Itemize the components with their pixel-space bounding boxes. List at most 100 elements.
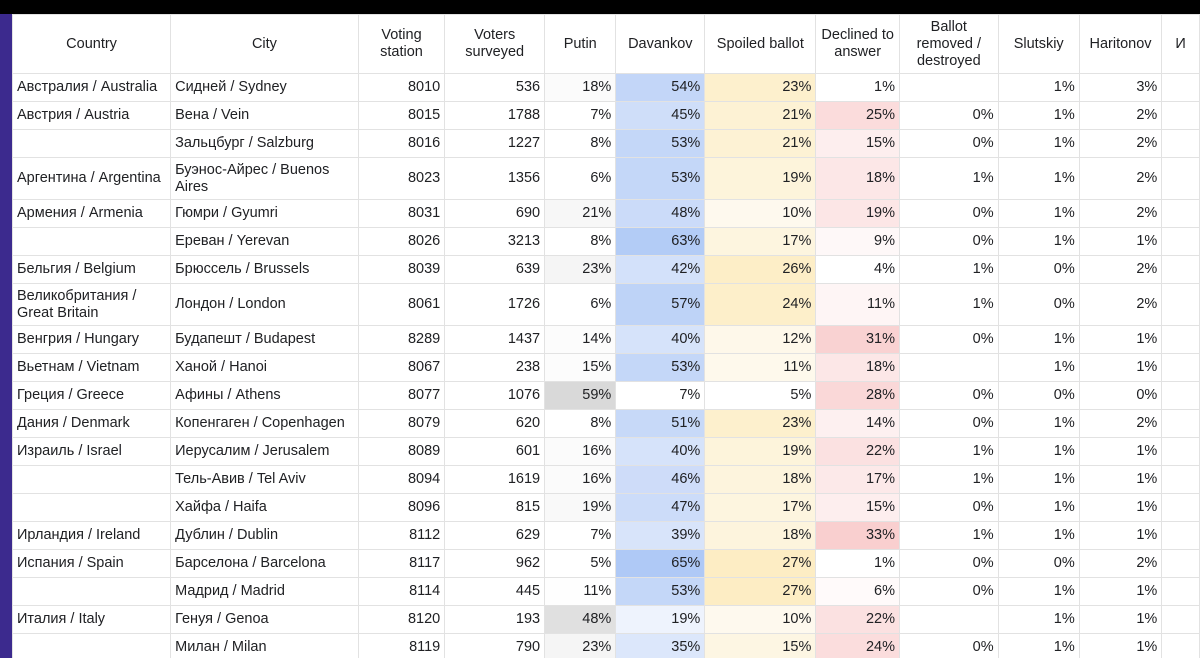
davankov-cell[interactable]: 19%: [615, 605, 706, 634]
surveyed-cell[interactable]: 1437: [444, 325, 546, 354]
haritonov-cell[interactable]: 2%: [1078, 255, 1163, 284]
declined-cell[interactable]: 4%: [815, 255, 900, 284]
slutskiy-cell[interactable]: 1%: [997, 353, 1080, 382]
city-cell[interactable]: Буэнос-Айрес / Buenos Aires: [170, 157, 359, 200]
country-cell[interactable]: Аргентина / Argentina: [12, 157, 172, 200]
davankov-cell[interactable]: 39%: [615, 521, 706, 550]
removed-cell[interactable]: 0%: [899, 633, 999, 658]
next-column-cell[interactable]: [1161, 101, 1200, 130]
next-column-cell[interactable]: [1161, 129, 1200, 158]
removed-cell[interactable]: 0%: [899, 325, 999, 354]
next-column-cell[interactable]: [1161, 549, 1200, 578]
declined-cell[interactable]: 25%: [815, 101, 900, 130]
slutskiy-cell[interactable]: 1%: [997, 199, 1080, 228]
station-cell[interactable]: 8114: [357, 577, 446, 606]
slutskiy-cell[interactable]: 1%: [997, 465, 1080, 494]
surveyed-cell[interactable]: 238: [444, 353, 546, 382]
header-voters-surveyed[interactable]: Voters surveyed: [444, 14, 546, 74]
removed-cell[interactable]: 0%: [899, 129, 999, 158]
haritonov-cell[interactable]: 1%: [1078, 633, 1163, 658]
slutskiy-cell[interactable]: 0%: [997, 549, 1080, 578]
spoiled-cell[interactable]: 11%: [704, 353, 817, 382]
haritonov-cell[interactable]: 1%: [1078, 465, 1163, 494]
removed-cell[interactable]: 1%: [899, 437, 999, 466]
station-cell[interactable]: 8119: [357, 633, 446, 658]
removed-cell[interactable]: 0%: [899, 577, 999, 606]
country-cell[interactable]: [12, 465, 172, 494]
city-cell[interactable]: Милан / Milan: [170, 633, 359, 658]
country-cell[interactable]: Ирландия / Ireland: [12, 521, 172, 550]
slutskiy-cell[interactable]: 1%: [997, 157, 1080, 200]
surveyed-cell[interactable]: 815: [444, 493, 546, 522]
davankov-cell[interactable]: 53%: [615, 577, 706, 606]
removed-cell[interactable]: 1%: [899, 255, 999, 284]
country-cell[interactable]: Бельгия / Belgium: [12, 255, 172, 284]
station-cell[interactable]: 8067: [357, 353, 446, 382]
station-cell[interactable]: 8094: [357, 465, 446, 494]
haritonov-cell[interactable]: 1%: [1078, 577, 1163, 606]
slutskiy-cell[interactable]: 1%: [997, 633, 1080, 658]
station-cell[interactable]: 8031: [357, 199, 446, 228]
declined-cell[interactable]: 14%: [815, 409, 900, 438]
removed-cell[interactable]: 0%: [899, 381, 999, 410]
putin-cell[interactable]: 59%: [544, 381, 617, 410]
country-cell[interactable]: Испания / Spain: [12, 549, 172, 578]
davankov-cell[interactable]: 40%: [615, 325, 706, 354]
spoiled-cell[interactable]: 18%: [704, 521, 817, 550]
city-cell[interactable]: Генуя / Genoa: [170, 605, 359, 634]
city-cell[interactable]: Сидней / Sydney: [170, 73, 359, 102]
haritonov-cell[interactable]: 2%: [1078, 283, 1163, 326]
spoiled-cell[interactable]: 23%: [704, 73, 817, 102]
city-cell[interactable]: Хайфа / Haifa: [170, 493, 359, 522]
surveyed-cell[interactable]: 536: [444, 73, 546, 102]
surveyed-cell[interactable]: 1076: [444, 381, 546, 410]
davankov-cell[interactable]: 7%: [615, 381, 706, 410]
putin-cell[interactable]: 8%: [544, 409, 617, 438]
declined-cell[interactable]: 15%: [815, 129, 900, 158]
davankov-cell[interactable]: 48%: [615, 199, 706, 228]
station-cell[interactable]: 8079: [357, 409, 446, 438]
city-cell[interactable]: Брюссель / Brussels: [170, 255, 359, 284]
putin-cell[interactable]: 8%: [544, 227, 617, 256]
spoiled-cell[interactable]: 27%: [704, 577, 817, 606]
removed-cell[interactable]: 1%: [899, 283, 999, 326]
haritonov-cell[interactable]: 1%: [1078, 605, 1163, 634]
slutskiy-cell[interactable]: 0%: [997, 381, 1080, 410]
next-column-cell[interactable]: [1161, 493, 1200, 522]
putin-cell[interactable]: 23%: [544, 255, 617, 284]
slutskiy-cell[interactable]: 1%: [997, 605, 1080, 634]
putin-cell[interactable]: 14%: [544, 325, 617, 354]
city-cell[interactable]: Мадрид / Madrid: [170, 577, 359, 606]
haritonov-cell[interactable]: 2%: [1078, 157, 1163, 200]
header-spoiled-ballot[interactable]: Spoiled ballot: [704, 14, 817, 74]
country-cell[interactable]: [12, 129, 172, 158]
surveyed-cell[interactable]: 3213: [444, 227, 546, 256]
header-declined[interactable]: Declined to answer: [815, 14, 900, 74]
station-cell[interactable]: 8015: [357, 101, 446, 130]
next-column-cell[interactable]: [1161, 605, 1200, 634]
city-cell[interactable]: Лондон / London: [170, 283, 359, 326]
header-city[interactable]: City: [170, 14, 359, 74]
davankov-cell[interactable]: 45%: [615, 101, 706, 130]
declined-cell[interactable]: 19%: [815, 199, 900, 228]
city-cell[interactable]: Зальцбург / Salzburg: [170, 129, 359, 158]
davankov-cell[interactable]: 35%: [615, 633, 706, 658]
spoiled-cell[interactable]: 21%: [704, 101, 817, 130]
davankov-cell[interactable]: 53%: [615, 129, 706, 158]
surveyed-cell[interactable]: 1356: [444, 157, 546, 200]
country-cell[interactable]: Италия / Italy: [12, 605, 172, 634]
davankov-cell[interactable]: 65%: [615, 549, 706, 578]
station-cell[interactable]: 8023: [357, 157, 446, 200]
surveyed-cell[interactable]: 690: [444, 199, 546, 228]
next-column-cell[interactable]: [1161, 283, 1200, 326]
surveyed-cell[interactable]: 962: [444, 549, 546, 578]
removed-cell[interactable]: 1%: [899, 157, 999, 200]
davankov-cell[interactable]: 42%: [615, 255, 706, 284]
putin-cell[interactable]: 18%: [544, 73, 617, 102]
country-cell[interactable]: Венгрия / Hungary: [12, 325, 172, 354]
surveyed-cell[interactable]: 601: [444, 437, 546, 466]
declined-cell[interactable]: 17%: [815, 465, 900, 494]
haritonov-cell[interactable]: 3%: [1078, 73, 1163, 102]
station-cell[interactable]: 8117: [357, 549, 446, 578]
station-cell[interactable]: 8096: [357, 493, 446, 522]
